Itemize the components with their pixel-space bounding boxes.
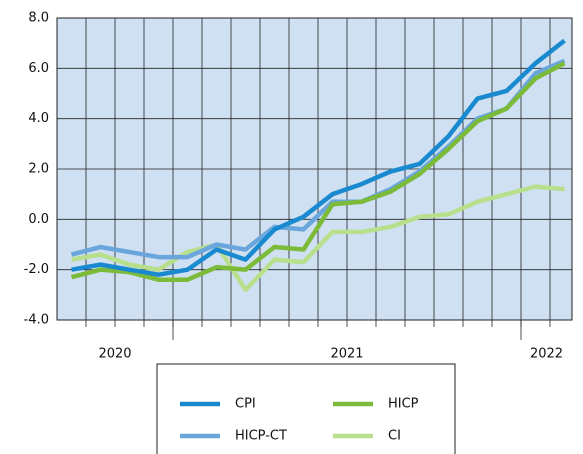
y-tick-label: 0.0: [28, 212, 49, 227]
y-tick-label: -2.0: [24, 262, 49, 277]
series-line: [70, 61, 566, 282]
legend-label: CPI: [235, 397, 256, 412]
legend-label: HICP-CT: [235, 429, 287, 444]
year-label: 2021: [330, 347, 363, 362]
y-tick-label: 6.0: [28, 61, 49, 76]
year-label: 2020: [98, 347, 131, 362]
y-tick-label: 4.0: [28, 111, 49, 126]
y-tick-label: -4.0: [24, 313, 49, 328]
legend-label: HICP: [388, 397, 419, 412]
plot-frame: [56, 17, 573, 321]
series-line: [71, 38, 566, 277]
y-tick-label: 2.0: [28, 162, 49, 177]
y-tick-label: 8.0: [28, 11, 49, 26]
series-line: [71, 184, 565, 293]
year-label: 2022: [530, 347, 563, 362]
legend-label: CI: [388, 429, 401, 444]
legend-box: [156, 363, 456, 454]
